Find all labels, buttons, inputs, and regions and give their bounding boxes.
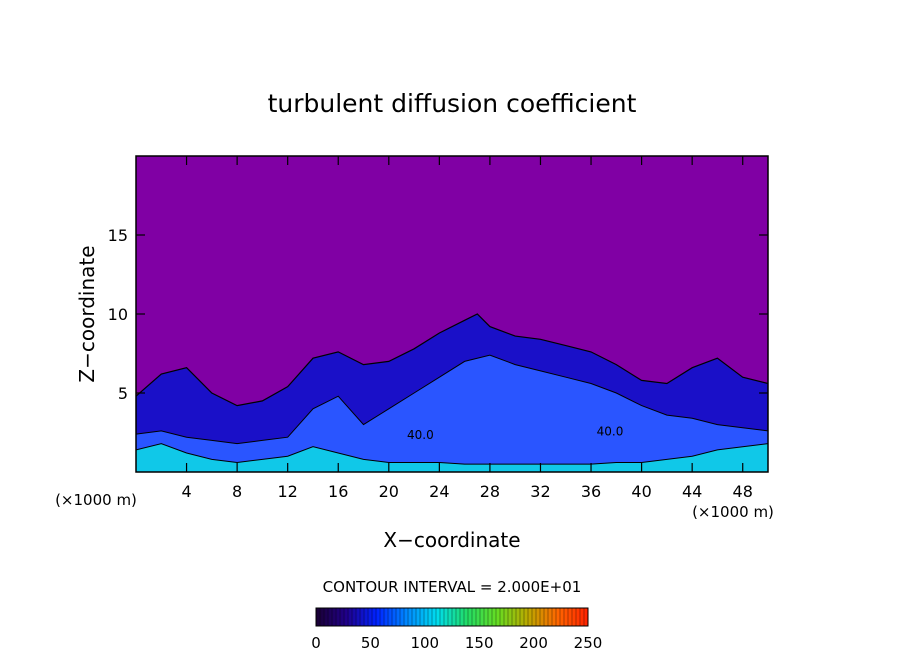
x-tick-label: 8 bbox=[232, 482, 242, 501]
contour-label: 40.0 bbox=[597, 425, 624, 439]
colorbar-contour-lines bbox=[319, 608, 585, 626]
x-axis: 4 8 12 16 20 24 28 32 36 40 44 48 bbox=[181, 156, 753, 501]
y-axis: 5 10 15 bbox=[108, 226, 768, 403]
x-unit-right: (×1000 m) bbox=[692, 503, 774, 521]
y-axis-label: Z−coordinate bbox=[75, 245, 99, 382]
contour-interval-text: CONTOUR INTERVAL = 2.000E+01 bbox=[323, 578, 582, 596]
contour-label: 40.0 bbox=[407, 428, 434, 442]
colorbar-tick-label: 100 bbox=[410, 634, 439, 652]
y-tick-label: 5 bbox=[118, 384, 128, 403]
colorbar-tick-label: 200 bbox=[519, 634, 548, 652]
colorbar-tick-label: 250 bbox=[574, 634, 603, 652]
x-tick-label: 16 bbox=[328, 482, 348, 501]
chart-title: turbulent diffusion coefficient bbox=[268, 89, 637, 118]
x-tick-label: 12 bbox=[278, 482, 298, 501]
colorbar-tick-label: 50 bbox=[361, 634, 380, 652]
x-tick-label: 4 bbox=[181, 482, 191, 501]
x-tick-label: 40 bbox=[631, 482, 651, 501]
colorbar: 0 50 100 150 200 250 bbox=[311, 607, 602, 652]
colorbar-tick-label: 150 bbox=[465, 634, 494, 652]
inner-region bbox=[136, 354, 768, 472]
x-tick-label: 28 bbox=[480, 482, 500, 501]
colorbar-ticks: 0 50 100 150 200 250 bbox=[311, 634, 602, 652]
x-unit-left: (×1000 m) bbox=[55, 491, 137, 509]
x-tick-label: 36 bbox=[581, 482, 601, 501]
contour-labels: 40.0 40.0 bbox=[407, 425, 623, 442]
y-tick-label: 15 bbox=[108, 226, 128, 245]
colorbar-frame bbox=[315, 607, 589, 627]
y-tick-label: 10 bbox=[108, 305, 128, 324]
x-tick-label: 44 bbox=[682, 482, 702, 501]
surface-layer bbox=[136, 443, 768, 472]
x-tick-label: 32 bbox=[530, 482, 550, 501]
colorbar-tick-label: 0 bbox=[311, 634, 321, 652]
x-tick-label: 20 bbox=[379, 482, 399, 501]
plot-area: 40.0 40.0 bbox=[136, 156, 768, 472]
x-tick-label: 24 bbox=[429, 482, 449, 501]
x-tick-label: 48 bbox=[733, 482, 753, 501]
x-axis-label: X−coordinate bbox=[383, 528, 520, 552]
